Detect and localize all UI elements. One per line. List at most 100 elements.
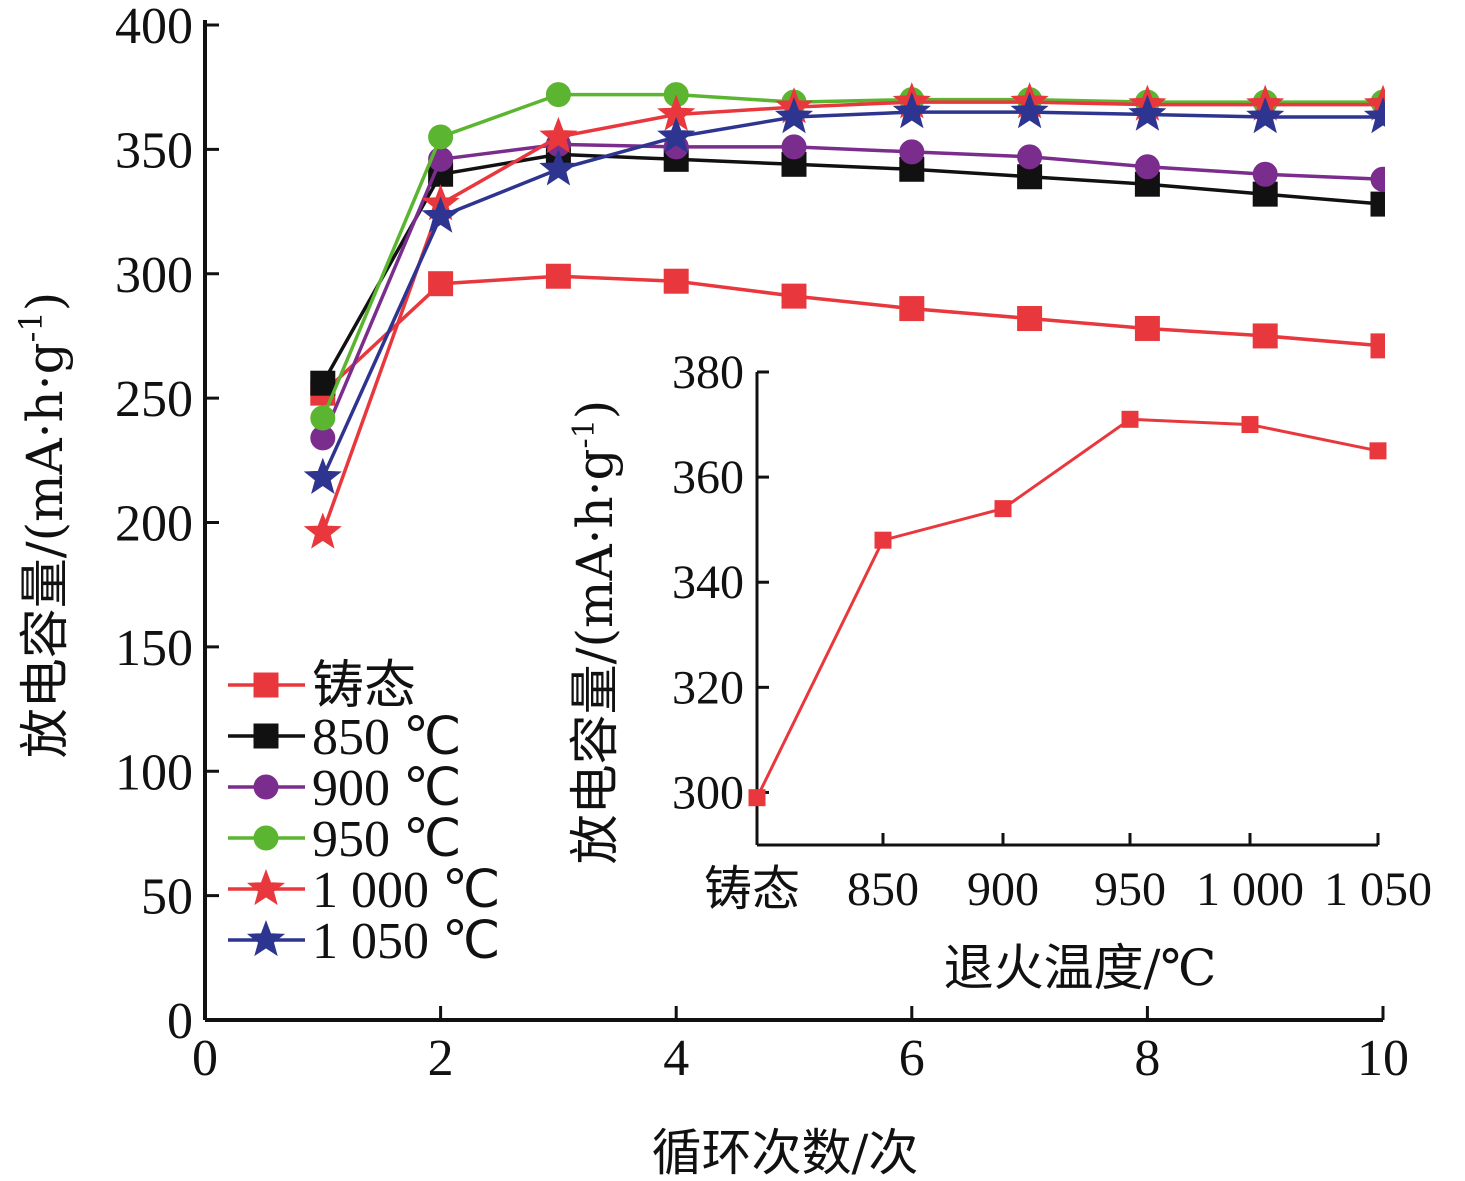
data-point xyxy=(539,116,578,154)
inset-y-axis-title: 放电容量/(mA·h·g-1) xyxy=(566,400,624,865)
inset-series-line xyxy=(755,417,1379,799)
data-point xyxy=(1010,92,1049,129)
data-point xyxy=(310,405,336,431)
inset-x-axis-title: 退火温度/℃ xyxy=(944,939,1217,997)
series-1 xyxy=(310,263,1385,406)
series-3 xyxy=(310,131,1385,451)
main-y-tick-label: 250 xyxy=(115,371,193,428)
main-y-tick-label: 300 xyxy=(115,247,193,304)
series-line xyxy=(321,152,1384,385)
legend-label: 铸态 xyxy=(312,658,416,715)
data-point xyxy=(781,283,807,309)
series-line xyxy=(321,274,1384,395)
inset-x-tick-label: 850 xyxy=(847,863,919,916)
series-4 xyxy=(310,82,1385,431)
data-point xyxy=(1134,315,1160,341)
data-point xyxy=(303,457,342,494)
series-line xyxy=(321,110,1383,479)
inset-data-point xyxy=(994,500,1012,518)
data-point xyxy=(1363,96,1385,134)
series-line xyxy=(321,92,1383,419)
series-2 xyxy=(310,141,1385,396)
legend-label: 950 ℃ xyxy=(312,811,461,868)
inset-x-tick-label: 1 050 xyxy=(1324,863,1432,916)
legend-marker xyxy=(253,825,279,851)
main-y-tick-label: 150 xyxy=(115,620,193,677)
inset-data-point xyxy=(748,789,766,807)
legend-marker xyxy=(253,723,279,749)
data-point xyxy=(421,196,460,233)
main-y-tick-label: 50 xyxy=(141,869,193,926)
main-series xyxy=(303,82,1385,549)
series-line xyxy=(321,142,1384,439)
inset-data-point xyxy=(1121,410,1139,428)
data-point xyxy=(1370,191,1385,217)
inset-x-tick-label: 1 000 xyxy=(1196,863,1304,916)
data-point xyxy=(663,268,689,294)
data-point xyxy=(899,296,925,322)
data-point xyxy=(1252,161,1278,187)
data-point xyxy=(428,124,454,150)
main-x-axis-title: 循环次数/次 xyxy=(652,1124,919,1181)
series-5 xyxy=(303,82,1385,549)
inset-y-tick-label: 360 xyxy=(672,451,744,504)
legend-item: 1 050 ℃ xyxy=(228,913,500,970)
inset-y-tick-label: 340 xyxy=(672,556,744,609)
data-point xyxy=(657,116,696,154)
main-y-tick-label: 200 xyxy=(115,496,193,553)
inset-data-point xyxy=(1241,416,1259,434)
inset-data-point xyxy=(1369,442,1387,460)
data-point xyxy=(1134,154,1160,180)
main-x-tick-label: 4 xyxy=(663,1030,689,1087)
inset-y-axis-title-group: 放电容量/(mA·h·g-1) xyxy=(566,400,624,865)
data-point xyxy=(545,263,571,289)
legend-label: 1 050 ℃ xyxy=(312,913,500,970)
main-x-tick-label: 2 xyxy=(428,1030,454,1087)
inset-x-tick-label: 铸态 xyxy=(704,863,800,916)
main-y-axis-title-group: 放电容量/(mA·h·g-1) xyxy=(12,292,74,759)
data-point xyxy=(781,134,807,160)
legend-item: 1 000 ℃ xyxy=(228,862,500,919)
legend-marker xyxy=(253,672,279,698)
data-point xyxy=(899,139,925,165)
data-point xyxy=(303,512,342,549)
legend-marker xyxy=(253,774,279,800)
main-x-tick-label: 0 xyxy=(192,1030,218,1087)
data-point xyxy=(774,96,814,134)
data-point xyxy=(1370,166,1385,192)
data-point xyxy=(428,271,454,297)
main-x-tick-label: 6 xyxy=(899,1030,925,1087)
legend-item: 铸态 xyxy=(228,658,416,715)
data-point xyxy=(1370,333,1385,359)
inset-x-tick-label: 900 xyxy=(967,863,1039,916)
legend-label: 900 ℃ xyxy=(312,760,461,817)
data-point xyxy=(892,92,931,129)
inset-data-point xyxy=(874,531,892,549)
main-axes: 0 50 100 150 200 250 300 350 400 0 2 4 6 8 10 xyxy=(115,0,1409,1087)
main-y-ticks: 0 50 100 150 200 250 300 350 400 xyxy=(115,0,219,1050)
legend-label: 1 000 ℃ xyxy=(312,862,500,919)
main-y-tick-label: 400 xyxy=(115,0,193,55)
inset-y-tick-label: 320 xyxy=(672,661,744,714)
data-point xyxy=(1252,323,1278,349)
inset-y-tick-label: 300 xyxy=(672,766,744,819)
series-line xyxy=(321,100,1383,534)
inset-series xyxy=(748,410,1387,807)
inset-series-1 xyxy=(748,410,1387,807)
main-y-axis-title: 放电容量/(mA·h·g-1) xyxy=(12,292,74,759)
legend-label: 850 ℃ xyxy=(312,709,461,766)
legend-item: 900 ℃ xyxy=(228,760,461,817)
main-x-ticks: 0 2 4 6 8 10 xyxy=(192,1006,1409,1087)
data-point xyxy=(1017,306,1043,332)
main-y-tick-label: 0 xyxy=(167,993,193,1050)
inset-x-ticks: 铸态 850 900 950 1 000 1 050 xyxy=(704,833,1432,916)
inset-x-tick-label: 950 xyxy=(1094,863,1166,916)
legend-marker xyxy=(246,919,286,957)
legend-item: 850 ℃ xyxy=(228,709,461,766)
data-point xyxy=(1128,94,1167,131)
data-point xyxy=(545,82,571,108)
main-y-tick-label: 100 xyxy=(115,744,193,801)
data-point xyxy=(1017,144,1043,170)
